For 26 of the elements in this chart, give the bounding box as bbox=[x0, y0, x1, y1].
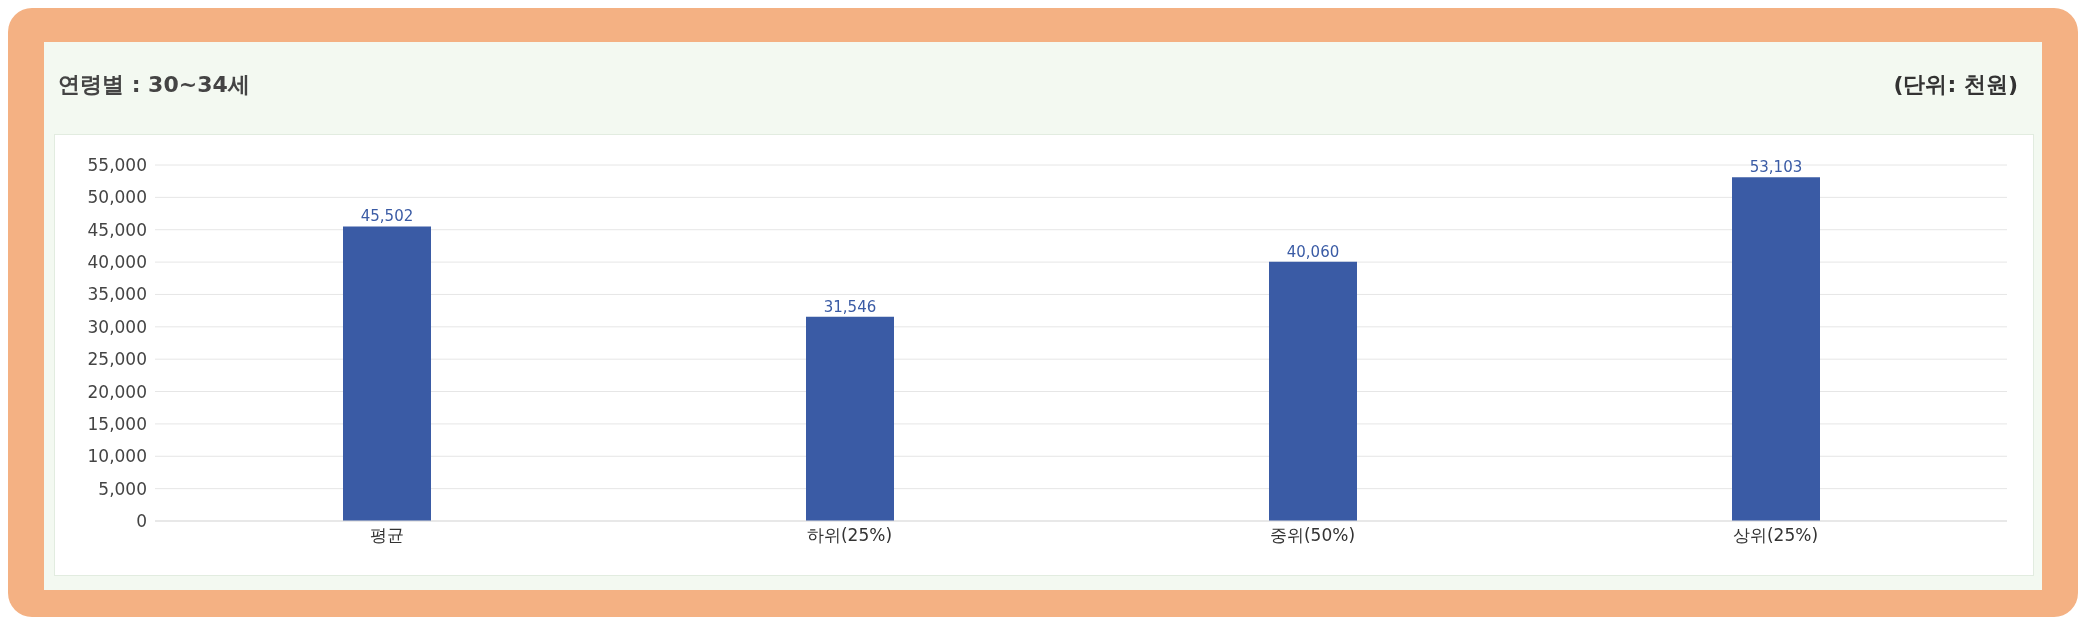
bar bbox=[343, 226, 431, 521]
x-tick-label: 하위(25%) bbox=[806, 525, 893, 546]
y-tick-label: 25,000 bbox=[87, 349, 147, 370]
y-tick-label: 35,000 bbox=[87, 284, 147, 305]
y-tick-label: 50,000 bbox=[87, 187, 147, 208]
y-tick-label: 20,000 bbox=[87, 381, 147, 402]
bar bbox=[1269, 261, 1357, 521]
data-label: 40,060 bbox=[1286, 242, 1340, 261]
y-tick-label: 45,000 bbox=[87, 219, 147, 240]
y-tick-label: 10,000 bbox=[87, 446, 147, 467]
bar bbox=[1732, 177, 1820, 521]
y-tick-label: 15,000 bbox=[87, 413, 147, 434]
data-label: 53,103 bbox=[1749, 158, 1803, 177]
data-label: 31,546 bbox=[823, 297, 877, 316]
data-label: 45,502 bbox=[360, 207, 414, 226]
x-tick-label: 상위(25%) bbox=[1732, 525, 1819, 546]
y-tick-label: 55,000 bbox=[87, 155, 147, 176]
chart-title: 연령별 : 30~34세 bbox=[58, 71, 250, 99]
y-tick-label: 5,000 bbox=[98, 478, 147, 499]
y-tick-label: 0 bbox=[136, 511, 147, 532]
x-tick-label: 평균 bbox=[369, 525, 404, 546]
x-tick-label: 중위(50%) bbox=[1269, 525, 1356, 546]
chart-subtitle: (단위: 천원) bbox=[1893, 71, 2018, 99]
bar bbox=[806, 316, 894, 521]
y-tick-label: 30,000 bbox=[87, 316, 147, 337]
y-tick-label: 40,000 bbox=[87, 252, 147, 273]
